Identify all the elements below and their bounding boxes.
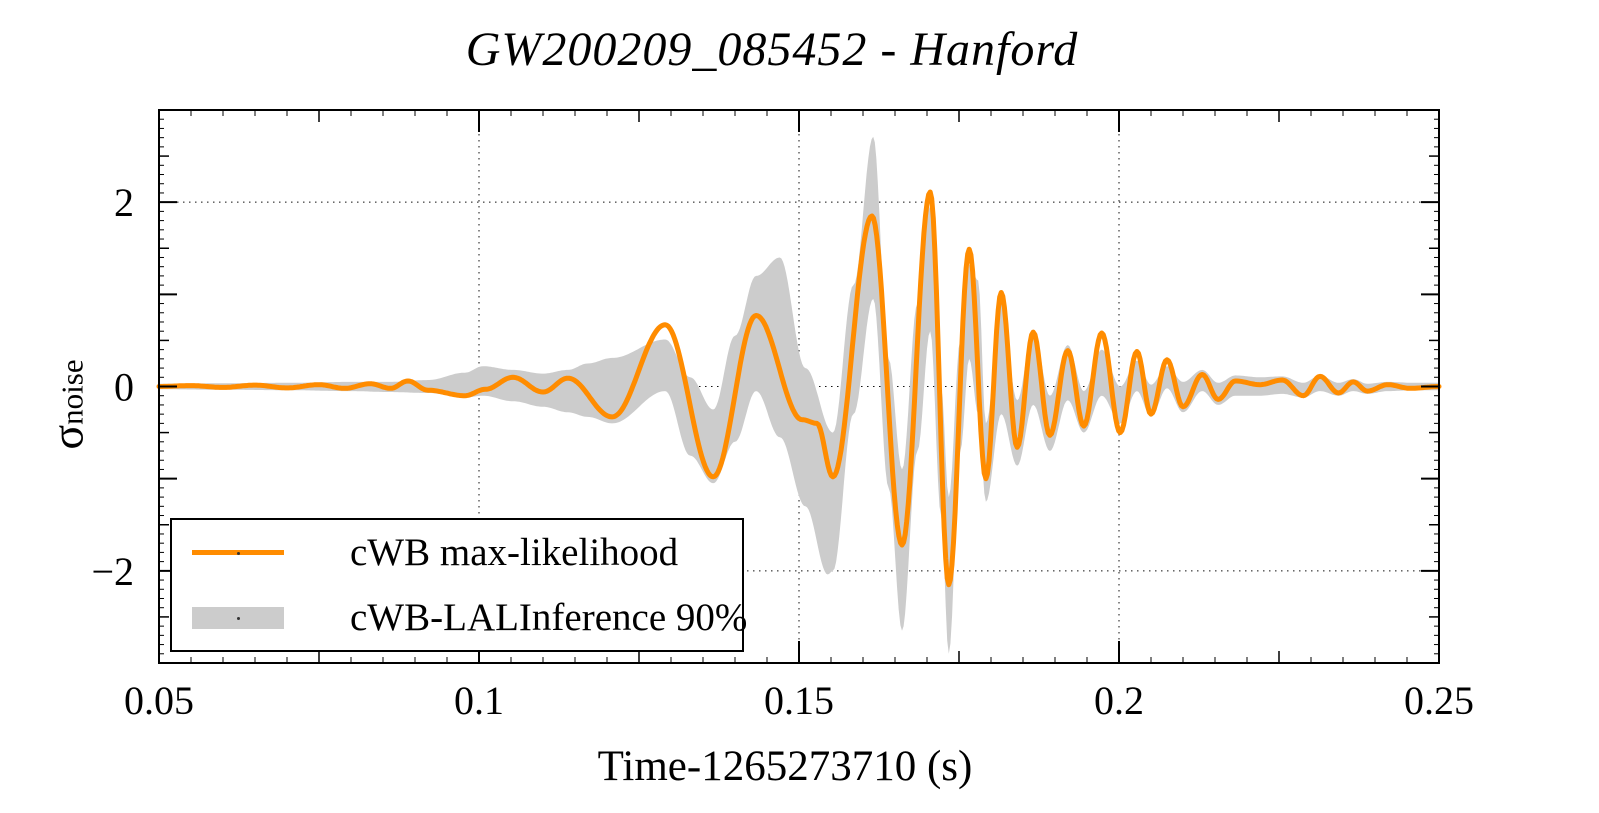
svg-text:0.05: 0.05 bbox=[124, 678, 194, 723]
chart-title: GW200209_085452 - Hanford bbox=[465, 23, 1079, 76]
legend-marker-dot bbox=[237, 551, 240, 555]
x-axis-label: Time-1265273710 (s) bbox=[597, 743, 973, 790]
svg-text:0.1: 0.1 bbox=[454, 678, 504, 723]
y-axis-label: σnoise bbox=[41, 185, 94, 625]
waveform-line bbox=[156, 189, 1442, 588]
confidence-band bbox=[159, 136, 1439, 654]
legend-marker-dot bbox=[237, 616, 240, 620]
svg-text:−2: −2 bbox=[91, 549, 134, 594]
y-axis-label-symbol: σ bbox=[41, 424, 93, 450]
legend-label: cWB-LALInference 90% bbox=[350, 596, 748, 639]
legend-line-sample-wrap bbox=[192, 550, 284, 555]
legend-band-sample-wrap bbox=[192, 606, 284, 629]
svg-text:0.2: 0.2 bbox=[1094, 678, 1144, 723]
legend-item-max-likelihood: cWB max-likelihood bbox=[172, 520, 742, 585]
svg-text:0.25: 0.25 bbox=[1404, 678, 1474, 723]
x-axis-tick-labels: 0.05 0.1 0.15 0.2 0.25 bbox=[124, 678, 1474, 723]
y-axis-label-subscript: noise bbox=[54, 359, 90, 425]
y-axis-tick-labels: −2 0 2 bbox=[91, 180, 134, 594]
legend-label: cWB max-likelihood bbox=[350, 531, 679, 574]
legend-box: cWB max-likelihood cWB-LALInference 90% bbox=[170, 518, 747, 652]
svg-text:2: 2 bbox=[114, 180, 134, 225]
svg-text:0.15: 0.15 bbox=[764, 678, 834, 723]
svg-text:0: 0 bbox=[114, 365, 134, 410]
plot-frame-and-ticks bbox=[158, 109, 1440, 664]
legend-item-confidence-band: cWB-LALInference 90% bbox=[172, 585, 747, 650]
